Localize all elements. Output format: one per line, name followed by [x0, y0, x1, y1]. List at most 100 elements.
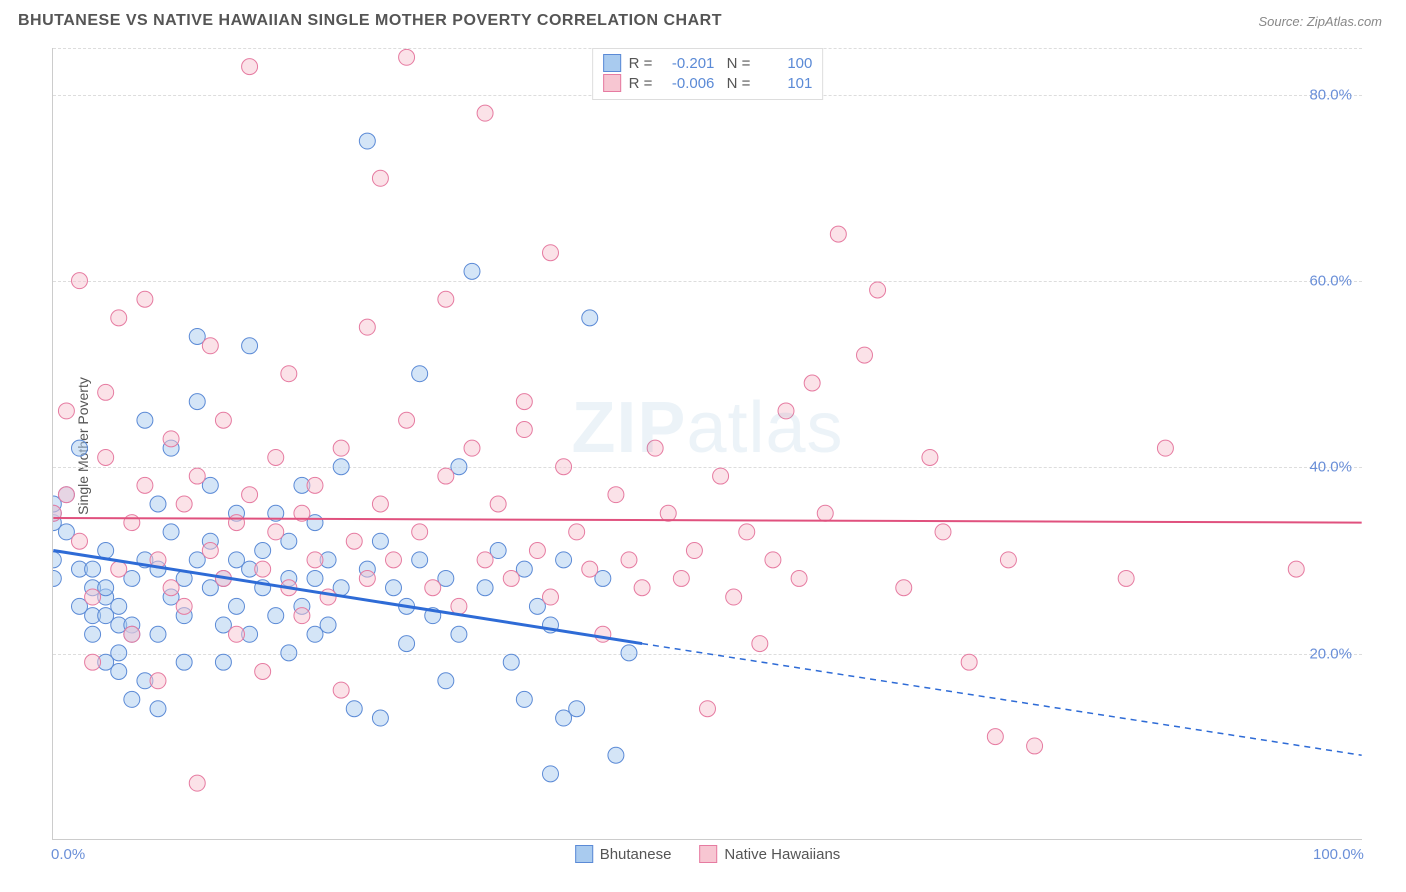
data-point: [477, 105, 493, 121]
data-point: [58, 403, 74, 419]
data-point: [1157, 440, 1173, 456]
data-point: [477, 552, 493, 568]
data-point: [111, 645, 127, 661]
data-point: [817, 505, 833, 521]
data-point: [85, 654, 101, 670]
data-point: [556, 459, 572, 475]
data-point: [163, 580, 179, 596]
chart-title: BHUTANESE VS NATIVE HAWAIIAN SINGLE MOTH…: [18, 12, 722, 30]
data-point: [686, 543, 702, 559]
data-point: [556, 552, 572, 568]
data-point: [307, 477, 323, 493]
data-point: [516, 691, 532, 707]
data-point: [53, 552, 61, 568]
data-point: [72, 440, 88, 456]
data-point: [1118, 570, 1134, 586]
data-point: [111, 598, 127, 614]
data-point: [202, 338, 218, 354]
data-point: [176, 598, 192, 614]
data-point: [399, 636, 415, 652]
data-point: [372, 710, 388, 726]
data-point: [176, 496, 192, 512]
swatch-bhutanese-bottom: [575, 845, 593, 863]
data-point: [804, 375, 820, 391]
data-point: [150, 496, 166, 512]
data-point: [150, 701, 166, 717]
data-point: [608, 487, 624, 503]
data-point: [189, 394, 205, 410]
swatch-bhutanese: [603, 54, 621, 72]
data-point: [72, 273, 88, 289]
data-point: [1027, 738, 1043, 754]
data-point: [189, 775, 205, 791]
data-point: [111, 561, 127, 577]
swatch-hawaiian: [603, 74, 621, 92]
data-point: [660, 505, 676, 521]
data-point: [359, 133, 375, 149]
data-point: [137, 291, 153, 307]
data-point: [229, 598, 245, 614]
data-point: [202, 543, 218, 559]
legend-row-bhutanese: R =-0.201 N =100: [603, 53, 813, 73]
data-point: [543, 245, 559, 261]
data-point: [922, 449, 938, 465]
data-point: [543, 589, 559, 605]
data-point: [412, 552, 428, 568]
scatter-plot: [53, 48, 1362, 839]
data-point: [1288, 561, 1304, 577]
data-point: [490, 496, 506, 512]
swatch-hawaiian-bottom: [699, 845, 717, 863]
data-point: [529, 543, 545, 559]
data-point: [673, 570, 689, 586]
data-point: [425, 580, 441, 596]
correlation-legend: R =-0.201 N =100 R =-0.006 N =101: [592, 48, 824, 100]
data-point: [346, 533, 362, 549]
data-point: [595, 626, 611, 642]
data-point: [372, 533, 388, 549]
data-point: [189, 468, 205, 484]
data-point: [726, 589, 742, 605]
data-point: [961, 654, 977, 670]
data-point: [412, 524, 428, 540]
data-point: [281, 366, 297, 382]
data-point: [307, 570, 323, 586]
data-point: [870, 282, 886, 298]
data-point: [477, 580, 493, 596]
source-attribution: Source: ZipAtlas.com: [1258, 14, 1382, 29]
data-point: [281, 645, 297, 661]
series-legend: Bhutanese Native Hawaiians: [575, 845, 841, 863]
data-point: [124, 515, 140, 531]
data-point: [503, 654, 519, 670]
regression-line: [53, 518, 1361, 523]
data-point: [543, 766, 559, 782]
data-point: [621, 552, 637, 568]
data-point: [85, 561, 101, 577]
data-point: [215, 654, 231, 670]
data-point: [111, 310, 127, 326]
data-point: [516, 422, 532, 438]
data-point: [294, 608, 310, 624]
data-point: [372, 170, 388, 186]
data-point: [215, 412, 231, 428]
data-point: [778, 403, 794, 419]
data-point: [85, 589, 101, 605]
data-point: [346, 701, 362, 717]
data-point: [438, 291, 454, 307]
data-point: [372, 496, 388, 512]
data-point: [85, 626, 101, 642]
data-point: [150, 673, 166, 689]
data-point: [176, 654, 192, 670]
data-point: [333, 682, 349, 698]
data-point: [569, 701, 585, 717]
data-point: [582, 310, 598, 326]
data-point: [307, 552, 323, 568]
data-point: [569, 524, 585, 540]
data-point: [255, 561, 271, 577]
data-point: [752, 636, 768, 652]
data-point: [621, 645, 637, 661]
data-point: [268, 608, 284, 624]
data-point: [830, 226, 846, 242]
data-point: [268, 524, 284, 540]
data-point: [451, 598, 467, 614]
data-point: [386, 552, 402, 568]
